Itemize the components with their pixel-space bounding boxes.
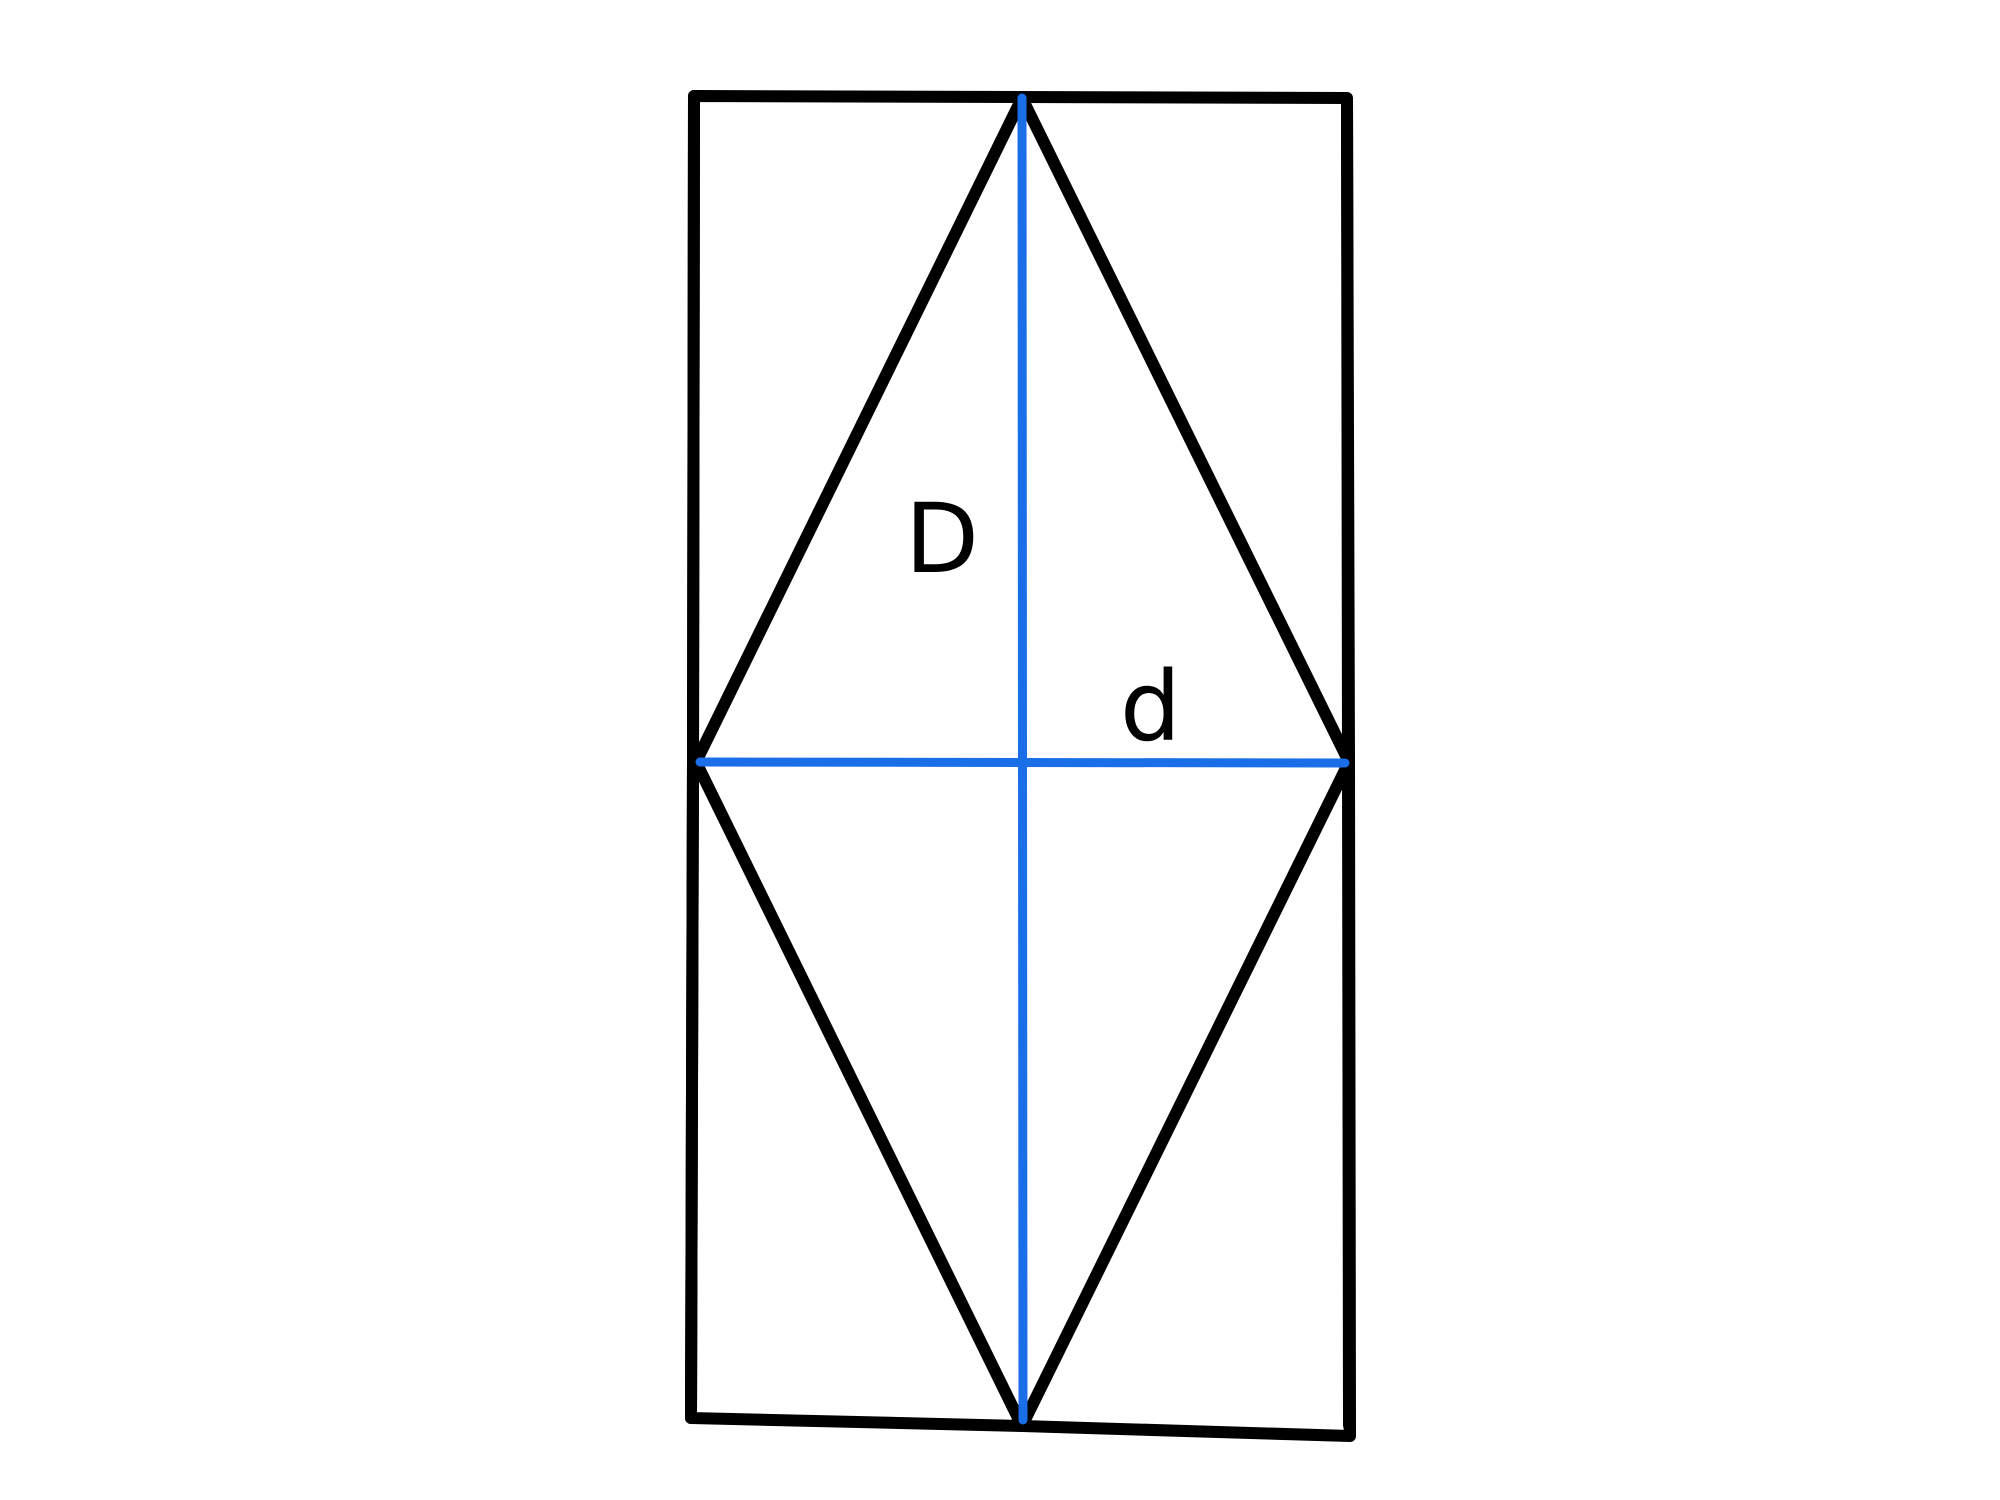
short-diagonal-label: d [1120,651,1181,763]
rhombus-outline [690,92,1355,1432]
short-diagonal-line [695,757,1350,768]
long-diagonal-label: D [905,483,979,595]
